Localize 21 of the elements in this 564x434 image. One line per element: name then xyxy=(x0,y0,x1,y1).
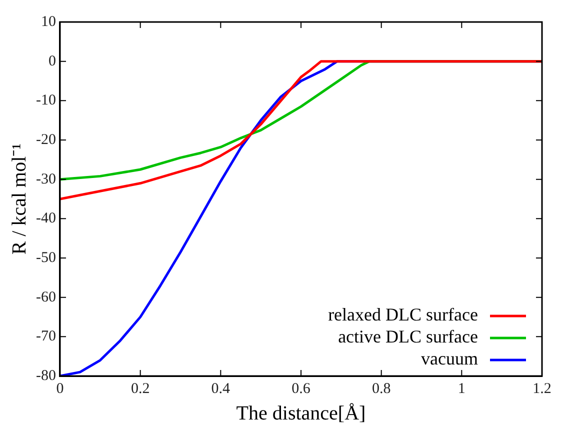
x-tick-label: 0.2 xyxy=(130,380,150,397)
y-axis-title: R / kcal mol⁻¹ xyxy=(8,143,30,255)
legend-label: vacuum xyxy=(421,348,478,369)
legend-label: active DLC surface xyxy=(338,326,478,347)
y-tick-label: -30 xyxy=(36,171,56,188)
x-tick-label: 0.4 xyxy=(211,380,231,397)
y-tick-label: -70 xyxy=(36,328,56,345)
x-tick-label: 1 xyxy=(458,380,466,397)
y-tick-label: -80 xyxy=(36,368,56,384)
y-tick-label: -10 xyxy=(36,92,56,109)
y-tick-label: 10 xyxy=(40,14,56,30)
y-tick-label: -60 xyxy=(36,289,56,306)
x-tick-label: 0.8 xyxy=(372,380,391,397)
x-axis-title: The distance[Å] xyxy=(236,402,366,424)
y-tick-label: -20 xyxy=(36,132,56,148)
y-tick-label: -40 xyxy=(36,210,56,227)
y-tick-label: -50 xyxy=(36,250,56,266)
legend-label: relaxed DLC surface xyxy=(328,304,478,325)
x-tick-label: 0.6 xyxy=(292,380,311,397)
y-tick-label: 0 xyxy=(48,53,56,70)
x-tick-label: 1.2 xyxy=(532,380,552,397)
